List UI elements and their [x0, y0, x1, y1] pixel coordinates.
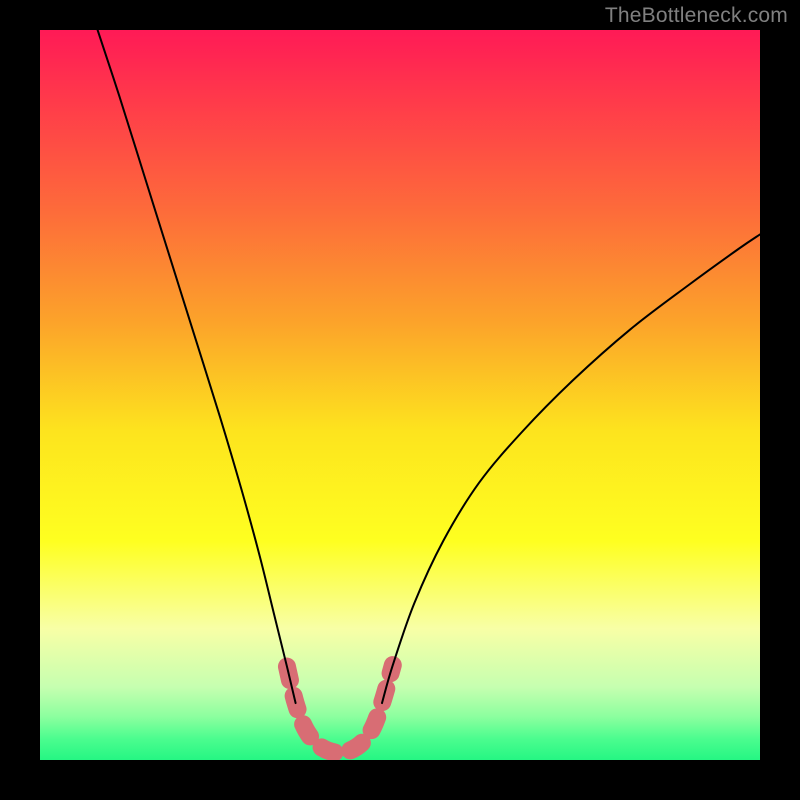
curve-left-arm	[98, 30, 296, 703]
attribution-text: TheBottleneck.com	[605, 4, 788, 28]
curve-floor-highlight	[287, 665, 393, 753]
chart-curve-layer	[40, 30, 760, 760]
bottleneck-chart	[40, 30, 760, 760]
curve-right-arm	[382, 234, 760, 703]
